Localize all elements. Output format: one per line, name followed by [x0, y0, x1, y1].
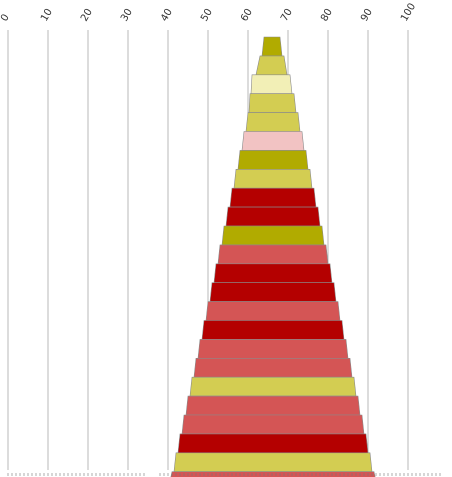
tick-label-100: 100: [399, 1, 418, 23]
bar-1: [261, 36, 283, 57]
bar-9: [229, 187, 317, 208]
tick-label-90: 90: [359, 7, 375, 24]
x-axis-tick-labels: 0 10 20 30 40 50 60 70 80 90 100: [0, 1, 418, 23]
bar-12: [217, 244, 329, 265]
bar-6: [241, 131, 305, 151]
bar-5: [245, 112, 301, 132]
bar-19: [189, 376, 357, 397]
bar-23: [173, 452, 373, 473]
tick-label-30: 30: [119, 7, 135, 24]
bar-series: [170, 36, 376, 477]
tick-label-10: 10: [39, 7, 55, 24]
tick-label-0: 0: [0, 12, 12, 23]
grid-lines: [7, 30, 409, 470]
bar-2: [255, 55, 288, 76]
bar-24: [170, 471, 376, 477]
tick-label-60: 60: [239, 7, 255, 24]
bar-7: [237, 150, 309, 170]
bar-4: [248, 93, 297, 113]
bar-17: [197, 339, 349, 359]
bar-22: [177, 433, 369, 454]
bar-18: [193, 357, 353, 378]
x-axis-ruler: [7, 473, 441, 476]
bar-10: [225, 206, 321, 227]
bar-20: [185, 395, 361, 416]
bar-3: [250, 74, 293, 94]
bar-16: [201, 320, 345, 340]
bar-21: [181, 414, 365, 435]
bar-15: [205, 301, 341, 321]
bar-8: [233, 169, 313, 189]
bar-11: [221, 225, 325, 246]
bar-14: [209, 282, 337, 302]
tick-label-80: 80: [319, 7, 335, 24]
tick-label-70: 70: [279, 7, 295, 24]
bar-13: [213, 263, 333, 284]
tick-label-40: 40: [159, 7, 175, 24]
tick-label-20: 20: [79, 7, 95, 24]
tick-label-50: 50: [199, 7, 215, 24]
